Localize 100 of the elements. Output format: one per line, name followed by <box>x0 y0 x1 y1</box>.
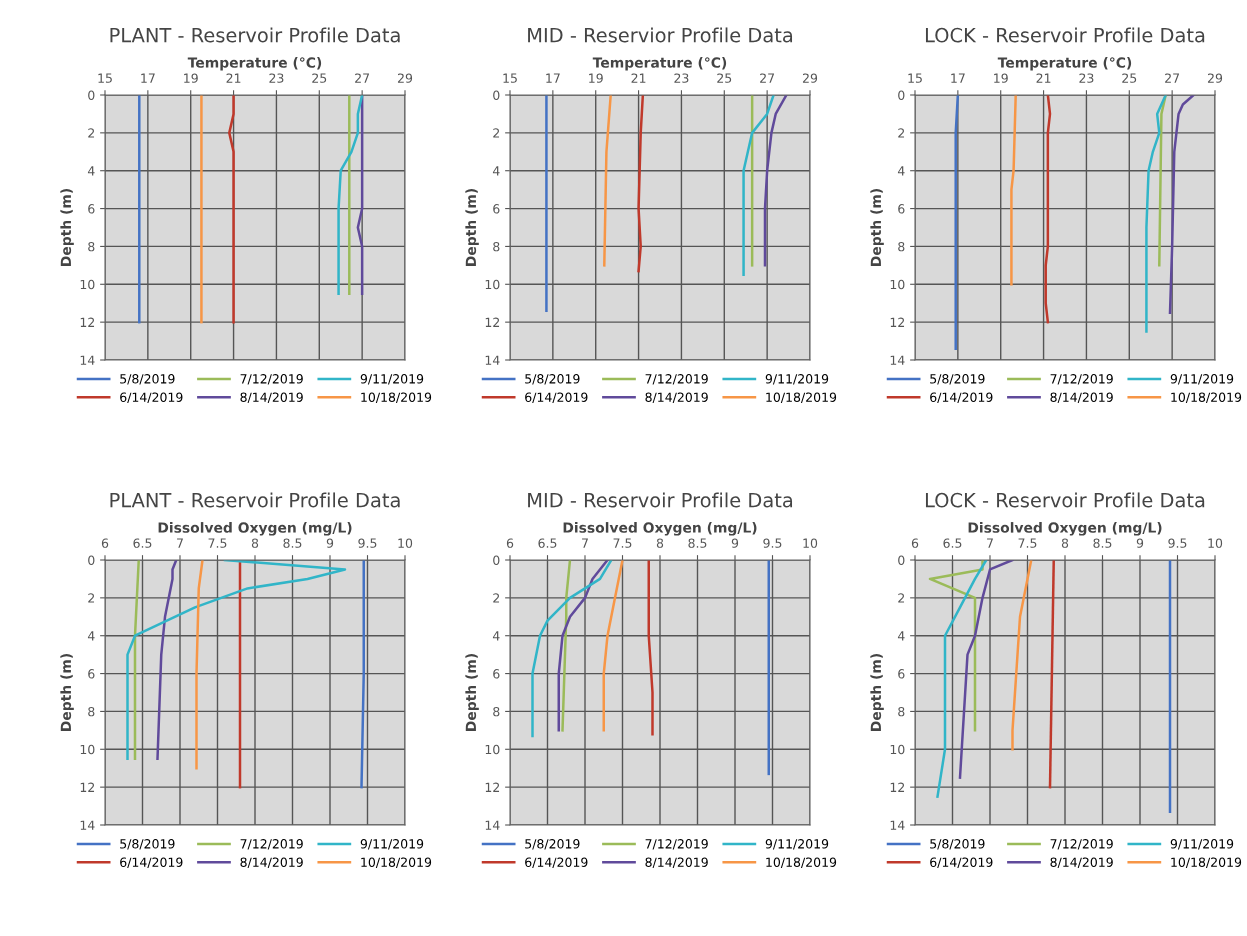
x-tick-label: 8 <box>1061 538 1069 548</box>
legend-label: 6/14/2019 <box>120 392 183 403</box>
line-series <box>156 560 178 760</box>
line-series <box>936 560 988 798</box>
x-tick-label: 15 <box>503 73 517 83</box>
y-tick-label: 10 <box>485 279 500 290</box>
y-tick-label: 4 <box>87 631 95 641</box>
x-tick-label: 29 <box>1207 73 1223 83</box>
x-axis-title: Dissolved Oxygen (mg/L) <box>158 522 352 536</box>
legend-label: 6/14/2019 <box>525 857 588 868</box>
y-tick-label: 0 <box>898 555 905 565</box>
y-tick-label: 6 <box>898 204 905 214</box>
y-tick-label: 12 <box>890 782 905 792</box>
legend-label: 6/14/2019 <box>930 392 993 403</box>
legend-label: 8/14/2019 <box>240 392 303 403</box>
x-tick-label: 6 <box>911 538 919 548</box>
x-tick-label: 15 <box>908 73 922 83</box>
x-tick-label: 6.5 <box>943 538 962 548</box>
x-tick-label: 7 <box>987 538 993 548</box>
legend-label: 9/11/2019 <box>765 374 829 385</box>
y-tick-label: 2 <box>493 593 500 603</box>
x-tick-label: 25 <box>717 73 732 83</box>
legend-label: 7/12/2019 <box>240 839 303 850</box>
y-tick-label: 14 <box>890 355 905 365</box>
legend-label: 5/8/2019 <box>930 839 985 850</box>
legend-label: 8/14/2019 <box>645 857 708 868</box>
y-tick-label: 6 <box>493 669 500 679</box>
legend-label: 9/11/2019 <box>360 839 424 850</box>
y-tick-label: 0 <box>88 90 95 100</box>
x-axis-title: Temperature (°C) <box>187 57 322 71</box>
legend-label: 9/11/2019 <box>1170 374 1234 385</box>
x-tick-label: 8.5 <box>1093 538 1112 548</box>
legend-label: 7/12/2019 <box>645 374 708 385</box>
legend-label: 5/8/2019 <box>525 374 580 385</box>
legend-label: 6/14/2019 <box>930 857 993 868</box>
x-tick-label: 7.5 <box>613 538 632 548</box>
line-series <box>602 560 624 732</box>
x-tick-label: 8 <box>251 538 259 548</box>
chart-title: PLANT - Reservoir Profile Data <box>110 27 400 43</box>
y-tick-label: 4 <box>897 631 905 641</box>
x-tick-label: 9.5 <box>1168 538 1187 548</box>
y-tick-label: 10 <box>890 744 905 755</box>
x-tick-label: 7.5 <box>1018 538 1037 548</box>
x-tick-label: 23 <box>1079 73 1094 83</box>
x-tick-label: 7 <box>177 538 183 548</box>
y-tick-label: 14 <box>80 355 95 365</box>
legend-label: 8/14/2019 <box>1050 857 1113 868</box>
x-tick-label: 15 <box>98 73 112 83</box>
x-axis-title: Dissolved Oxygen (mg/L) <box>563 522 757 536</box>
line-series <box>1168 95 1195 314</box>
x-tick-label: 23 <box>674 73 689 83</box>
legend-label: 7/12/2019 <box>645 839 708 850</box>
y-tick-label: 8 <box>493 706 500 717</box>
line-series <box>958 560 1014 779</box>
legend-label: 6/14/2019 <box>120 857 183 868</box>
legend-label: 7/12/2019 <box>240 374 303 385</box>
line-series <box>1044 95 1052 324</box>
y-tick-label: 8 <box>493 241 500 252</box>
chart-title: MID - Reservior Profile Data <box>528 27 793 43</box>
legend-label: 8/14/2019 <box>240 857 303 868</box>
y-axis-title: Depth (m) <box>60 188 74 266</box>
legend-label: 10/18/2019 <box>361 392 432 403</box>
legend-label: 5/8/2019 <box>930 374 985 385</box>
x-tick-label: 17 <box>546 73 560 83</box>
y-tick-label: 2 <box>88 593 95 603</box>
x-tick-label: 9 <box>1136 538 1144 548</box>
y-tick-label: 2 <box>493 128 500 138</box>
y-tick-label: 6 <box>88 669 95 679</box>
x-tick-label: 9 <box>326 538 334 548</box>
y-axis-title: Depth (m) <box>465 188 479 266</box>
y-tick-label: 12 <box>485 317 500 327</box>
line-series <box>1145 95 1167 333</box>
legend-label: 8/14/2019 <box>645 392 708 403</box>
legend-label: 5/8/2019 <box>120 374 175 385</box>
y-tick-label: 0 <box>493 90 500 100</box>
y-tick-label: 14 <box>485 355 500 365</box>
x-tick-label: 8.5 <box>688 538 707 548</box>
line-series <box>742 95 775 277</box>
y-tick-label: 12 <box>890 317 905 327</box>
x-tick-label: 17 <box>141 73 155 83</box>
y-tick-label: 2 <box>898 128 905 138</box>
x-tick-label: 6 <box>101 538 109 548</box>
x-tick-label: 6 <box>506 538 514 548</box>
x-tick-label: 27 <box>1165 73 1180 83</box>
line-series <box>228 95 235 324</box>
line-series <box>531 560 613 738</box>
line-series <box>928 560 984 732</box>
line-series <box>647 560 654 736</box>
x-tick-label: 27 <box>760 73 775 83</box>
x-tick-label: 17 <box>951 73 965 83</box>
legend-label: 9/11/2019 <box>1170 839 1234 850</box>
line-series <box>126 560 347 760</box>
legend-label: 6/14/2019 <box>525 392 588 403</box>
x-tick-label: 19 <box>184 73 198 83</box>
line-series <box>337 95 364 295</box>
y-tick-label: 10 <box>80 279 95 290</box>
x-tick-label: 19 <box>994 73 1008 83</box>
x-tick-label: 7.5 <box>208 538 227 548</box>
legend-label: 5/8/2019 <box>525 839 580 850</box>
legend-label: 7/12/2019 <box>1050 374 1113 385</box>
